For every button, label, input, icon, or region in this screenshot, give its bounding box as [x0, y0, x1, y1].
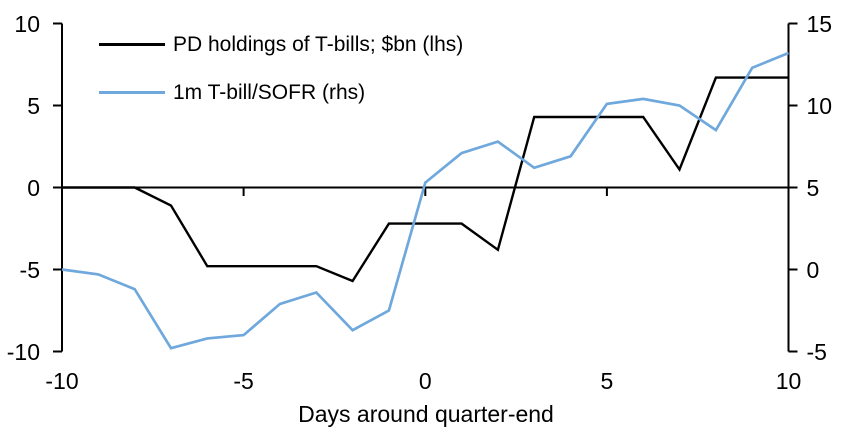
right-axis-tick-label: 5	[807, 175, 820, 201]
right-axis-tick-label: 15	[807, 11, 833, 37]
legend-label-tbill-sofr: 1m T-bill/SOFR (rhs)	[173, 81, 366, 104]
legend-entry-pd-holdings: PD holdings of T-bills; $bn (lhs)	[99, 31, 463, 58]
series-line-tbill-sofr	[61, 51, 790, 350]
right-axis-tick-label: -5	[807, 339, 827, 365]
legend-line-black-icon	[99, 43, 165, 46]
legend-line-blue-icon	[99, 91, 165, 94]
x-axis-tick-label: -5	[233, 368, 253, 394]
legend-label-pd-holdings: PD holdings of T-bills; $bn (lhs)	[173, 33, 464, 56]
right-axis-tick-label: 10	[807, 93, 833, 119]
x-axis-tick-label: 10	[776, 368, 802, 394]
right-axis-tick-label: 0	[807, 257, 820, 283]
left-axis-tick-label: 10	[14, 11, 40, 37]
series-line-pd-holdings	[62, 76, 789, 283]
legend-entry-tbill-sofr: 1m T-bill/SOFR (rhs)	[99, 79, 463, 106]
x-axis-tick-label: 5	[601, 368, 614, 394]
x-axis-tick-label: 0	[419, 368, 432, 394]
left-axis-tick-label: -5	[20, 257, 40, 283]
left-axis-tick-label: -10	[7, 339, 40, 365]
x-axis-tick-label: -10	[45, 368, 78, 394]
x-axis-title: Days around quarter-end	[298, 401, 554, 427]
left-axis-tick-label: 0	[27, 175, 40, 201]
left-axis-tick-label: 5	[27, 93, 40, 119]
legend: PD holdings of T-bills; $bn (lhs) 1m T-b…	[99, 31, 463, 106]
